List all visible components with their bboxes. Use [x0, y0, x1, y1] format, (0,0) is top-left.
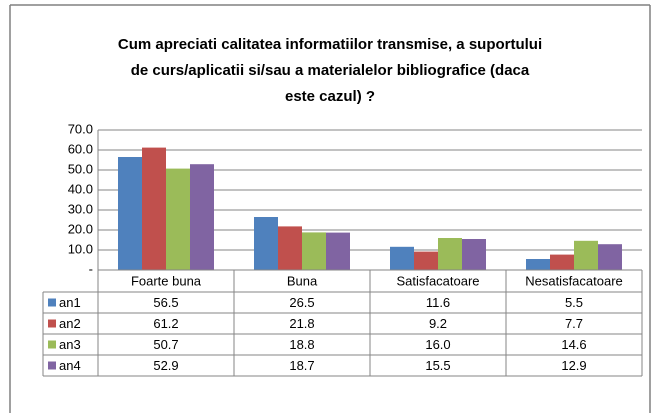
- data-label: 7.7: [565, 316, 583, 331]
- y-tick-label: 50.0: [68, 161, 93, 176]
- bar: [390, 246, 414, 270]
- legend-label: an4: [59, 358, 81, 373]
- bar: [574, 240, 598, 270]
- bar: [526, 259, 550, 270]
- data-label: 15.5: [425, 358, 450, 373]
- y-tick-label: 60.0: [68, 141, 93, 156]
- data-label: 9.2: [429, 316, 447, 331]
- bar: [598, 244, 622, 270]
- bar: [326, 232, 350, 270]
- y-tick-label: 10.0: [68, 241, 93, 256]
- chart-title: Cum apreciati calitatea informatiilor tr…: [118, 36, 542, 53]
- x-tick-label: Nesatisfacatoare: [525, 273, 623, 288]
- bar: [438, 238, 462, 270]
- data-label: 11.6: [426, 295, 450, 310]
- data-label: 5.5: [565, 295, 583, 310]
- bar: [462, 239, 486, 270]
- data-label: 18.8: [289, 337, 314, 352]
- legend-key: [48, 340, 56, 349]
- bar: [142, 147, 166, 270]
- x-tick-label: Satisfacatoare: [396, 273, 479, 288]
- legend-key: [48, 298, 56, 307]
- data-label: 12.9: [561, 358, 586, 373]
- chart-title: este cazul) ?: [285, 88, 375, 105]
- data-label: 26.5: [289, 295, 314, 310]
- data-label: 21.8: [289, 316, 314, 331]
- legend-label: an3: [59, 337, 81, 352]
- data-label: 50.7: [153, 337, 178, 352]
- bar: [166, 168, 190, 270]
- data-label: 18.7: [289, 358, 314, 373]
- data-label: 56.5: [153, 295, 178, 310]
- bar: [302, 232, 326, 270]
- chart-title: de curs/aplicatii si/sau a materialelor …: [131, 62, 530, 79]
- legend-key: [48, 319, 56, 328]
- y-tick-label: 20.0: [68, 221, 93, 236]
- bar: [254, 217, 278, 270]
- data-label: 14.6: [561, 337, 586, 352]
- bar: [414, 251, 438, 270]
- data-label: 16.0: [425, 337, 450, 352]
- x-tick-label: Foarte buna: [131, 273, 202, 288]
- bar: [118, 157, 142, 270]
- bar: [278, 226, 302, 270]
- y-tick-label: 70.0: [68, 121, 93, 136]
- legend-key: [48, 361, 56, 370]
- y-tick-label: 40.0: [68, 181, 93, 196]
- y-tick-label: 30.0: [68, 201, 93, 216]
- x-tick-label: Buna: [287, 273, 318, 288]
- legend-label: an2: [59, 316, 81, 331]
- data-label: 52.9: [153, 358, 178, 373]
- y-tick-label: -: [89, 261, 93, 276]
- legend-label: an1: [59, 295, 81, 310]
- bar: [190, 164, 214, 270]
- bar: [550, 254, 574, 270]
- data-label: 61.2: [153, 316, 178, 331]
